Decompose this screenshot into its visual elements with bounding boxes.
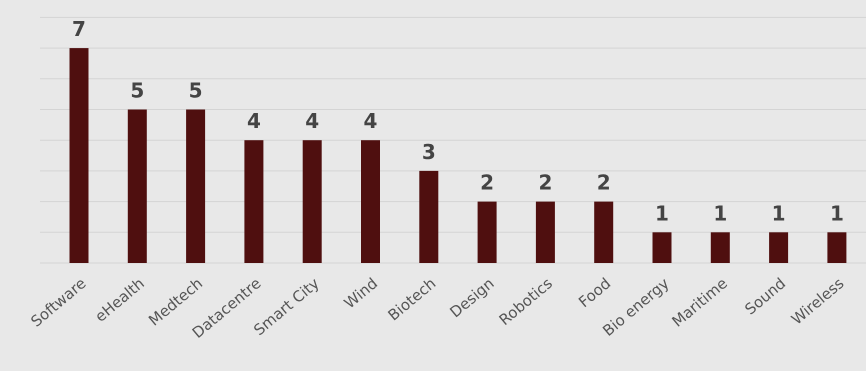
value-label-food: 2: [597, 171, 611, 195]
bar-ehealth: [127, 109, 147, 263]
bar-design: [477, 201, 497, 263]
grid-lines: [40, 16, 866, 264]
category-label-design: Design: [446, 274, 497, 321]
value-labels: 7 5 5 4 4 4 3 2 2 2 1 1 1 1: [72, 17, 844, 225]
bar-software: [69, 48, 89, 263]
value-label-wind: 4: [364, 109, 378, 133]
bar-wind: [361, 140, 380, 263]
category-label-wind: Wind: [341, 274, 381, 312]
bar-robotics: [535, 201, 555, 263]
value-label-ehealth: 5: [130, 79, 144, 103]
category-label-ehealth: eHealth: [91, 274, 147, 325]
value-label-bio-energy: 1: [655, 201, 669, 225]
value-label-software: 7: [72, 17, 86, 41]
bar-food: [594, 201, 614, 263]
bar-sound: [769, 232, 789, 263]
bar-biotech: [419, 170, 439, 263]
bar-bio-energy: [652, 232, 672, 263]
value-label-smart-city: 4: [305, 109, 319, 133]
category-label-wireless: Wireless: [788, 274, 848, 328]
category-label-smart-city: Smart City: [250, 274, 323, 339]
category-label-biotech: Biotech: [385, 274, 440, 324]
bar-smart-city: [302, 140, 322, 263]
value-label-design: 2: [480, 171, 494, 195]
category-label-software: Software: [27, 274, 89, 330]
value-label-datacentre: 4: [247, 109, 261, 133]
value-label-robotics: 2: [538, 171, 552, 195]
category-label-food: Food: [575, 274, 614, 311]
category-label-maritime: Maritime: [668, 274, 730, 330]
category-label-sound: Sound: [741, 274, 789, 318]
bar-datacentre: [244, 140, 264, 263]
bar-medtech: [186, 109, 206, 263]
category-label-robotics: Robotics: [496, 274, 557, 329]
value-label-wireless: 1: [830, 201, 844, 225]
value-label-maritime: 1: [713, 201, 727, 225]
bar-wireless: [827, 232, 847, 263]
value-label-biotech: 3: [422, 140, 436, 164]
value-label-medtech: 5: [189, 79, 203, 103]
bars: [69, 48, 847, 263]
bar-maritime: [710, 232, 730, 263]
value-label-sound: 1: [772, 201, 786, 225]
